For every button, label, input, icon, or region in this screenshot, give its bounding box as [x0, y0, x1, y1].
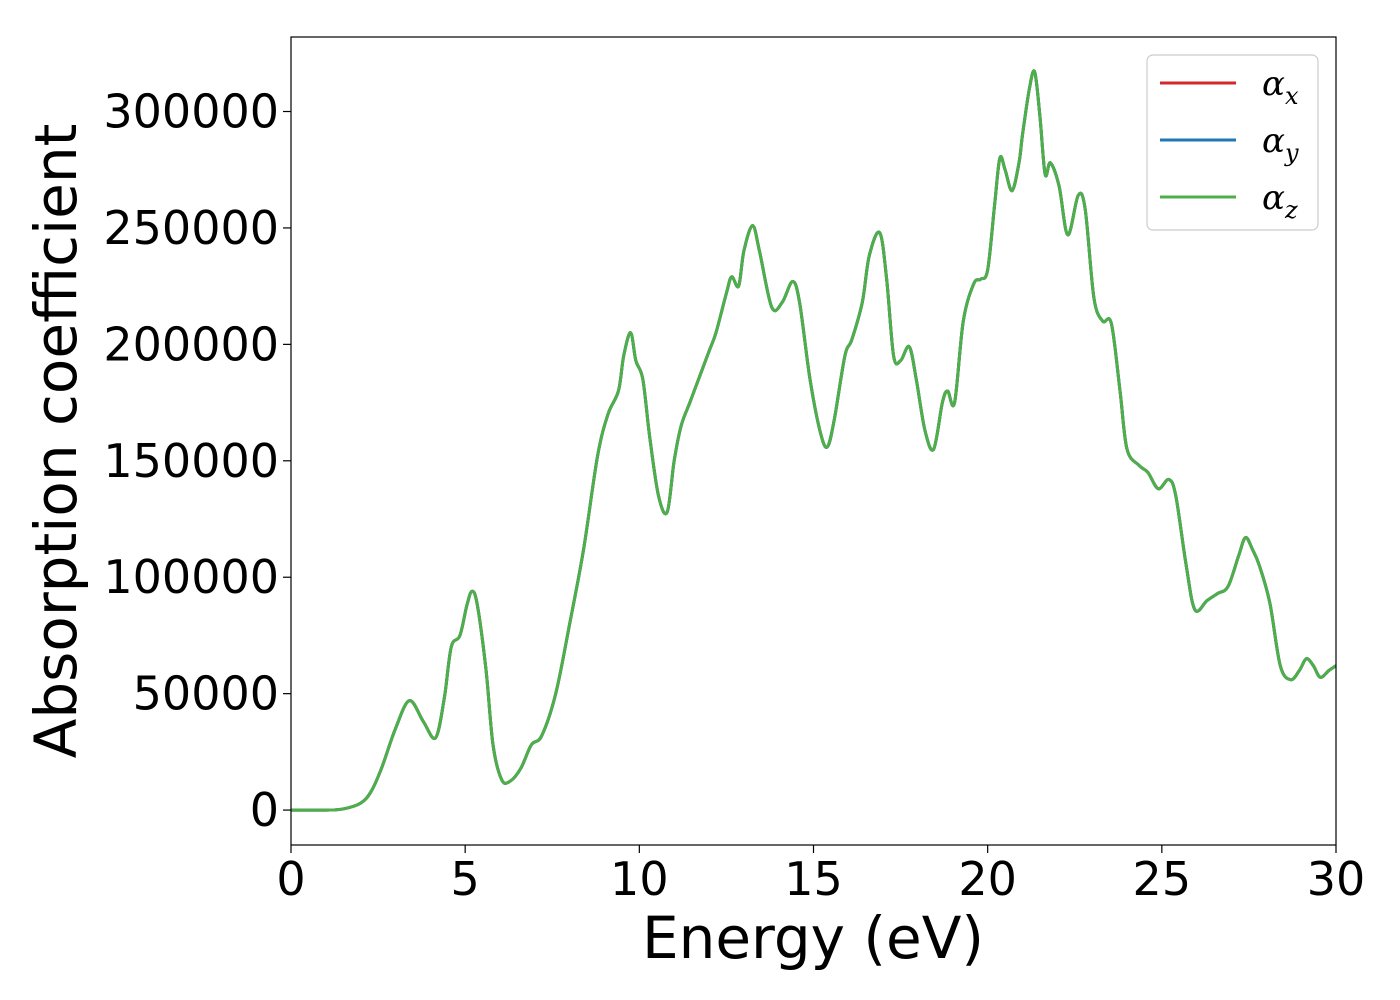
- y-tick-label: 50000: [133, 667, 279, 721]
- y-tick-label: 300000: [103, 85, 279, 139]
- x-tick-label: 25: [1133, 852, 1192, 906]
- legend-label-alpha-x: αx: [1262, 64, 1299, 110]
- legend: αx αy αz: [1146, 54, 1319, 231]
- legend-label-alpha-y: αy: [1262, 121, 1299, 167]
- y-tick-label: 250000: [103, 201, 279, 255]
- x-tick-label: 0: [276, 852, 305, 906]
- series-line-alpha-z: [291, 69, 1336, 812]
- legend-label-alpha-z: αz: [1262, 178, 1298, 224]
- x-axis: 0 5 10 15 20 25 30: [276, 845, 1365, 906]
- x-tick-label: 30: [1307, 852, 1366, 906]
- y-tick-label: 200000: [103, 317, 279, 371]
- legend-box: [1146, 54, 1319, 231]
- x-tick-label: 5: [451, 852, 480, 906]
- y-axis-label: Absorption coefficient: [22, 124, 90, 759]
- y-tick-label: 100000: [103, 550, 279, 604]
- plot-area: [291, 69, 1336, 812]
- x-axis-label: Energy (eV): [642, 904, 984, 972]
- x-tick-label: 15: [784, 852, 843, 906]
- y-axis: 0 50000 100000 150000 200000 250000 300000: [103, 85, 291, 837]
- x-tick-label: 20: [958, 852, 1017, 906]
- y-tick-label: 0: [250, 783, 279, 837]
- y-tick-label: 150000: [103, 434, 279, 488]
- x-tick-label: 10: [610, 852, 669, 906]
